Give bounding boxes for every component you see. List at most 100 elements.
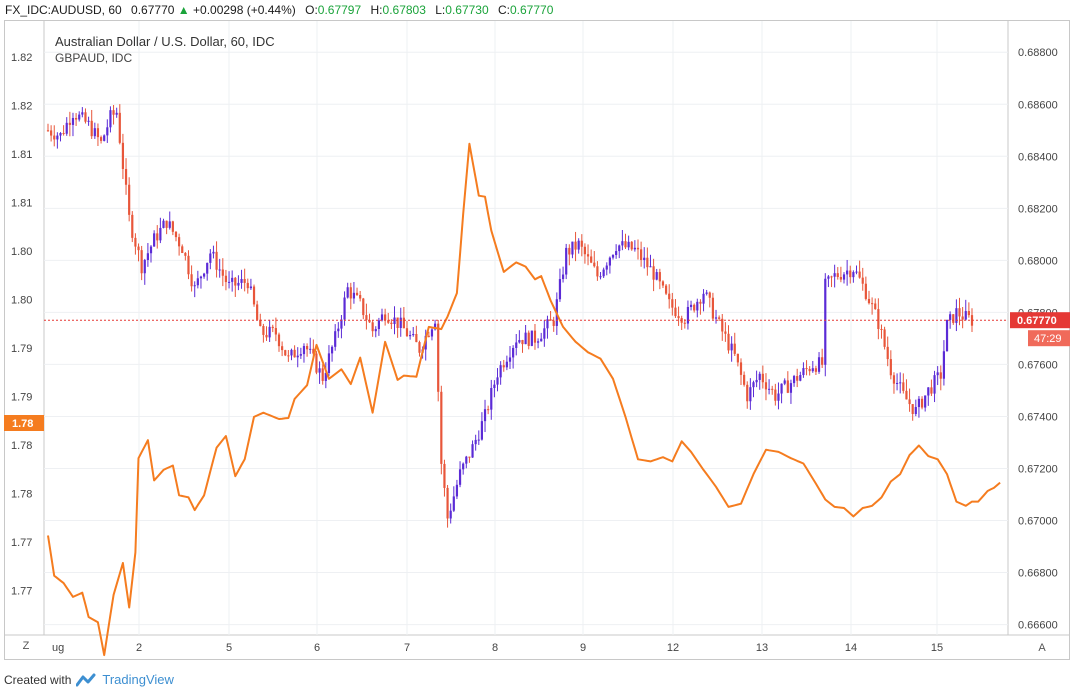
candle [159,217,162,244]
candle-body [730,343,733,351]
candle-body [243,278,246,283]
candle-body [767,388,771,390]
right-tick-label: 0.68400 [1018,151,1058,163]
candle [615,244,618,259]
tradingview-logo-icon [76,673,96,686]
candle-body [103,135,106,141]
candle [746,381,749,409]
candle [337,322,340,338]
candle-body [284,350,287,356]
candle [446,484,449,528]
candle-body [596,266,599,277]
candle-body [499,365,502,378]
candle [137,243,140,262]
symbol-label[interactable]: FX_IDC:AUDUSD, 60 [5,3,122,17]
candle [46,123,50,132]
time-tick-label: 13 [756,642,768,654]
candle [640,241,643,267]
candle-body [883,329,886,347]
candle [849,265,852,284]
candle [783,378,786,386]
time-tick-label: 9 [580,642,586,654]
candle [858,260,861,279]
candle-body [178,237,181,247]
candle [471,440,474,458]
candle [252,284,256,307]
candle [743,371,746,387]
candle-body [736,353,739,363]
candle [771,385,774,395]
candle-body [399,317,402,328]
candle [193,281,196,298]
candle-body [458,469,462,485]
candle-body [218,269,221,271]
price-chart[interactable]: 1.82 1.82 1.81 1.81 1.80 1.80 1.79 1.79 1.78 1.78… [0,0,1075,665]
time-tick-label: 7 [404,642,410,654]
candle [533,324,537,350]
candle-body [733,343,736,354]
candle-body [402,317,405,329]
candle [178,233,181,256]
candle [443,459,446,497]
candle-body [945,319,949,352]
candle-body [521,340,524,345]
high-value: 0.67803 [382,3,426,17]
candle [927,387,930,406]
candle-body [134,237,137,247]
left-tick-label: 1.78 [11,489,32,501]
candle-body [649,266,652,268]
candle-body [827,276,830,279]
candle [895,373,899,391]
candle [518,330,521,344]
candle [221,258,224,287]
tradingview-link[interactable]: TradingView [102,672,174,687]
candle-body [858,271,861,278]
candle [490,379,493,420]
candle [68,111,71,137]
zoom-button[interactable]: Z [22,640,30,652]
candle-body [546,319,549,329]
auto-scale-button[interactable]: A [1038,642,1046,654]
candle-body [924,395,927,408]
candle [231,270,234,292]
candle [409,330,412,340]
candle [755,370,758,388]
candle-body [153,233,156,247]
candle [296,347,299,368]
open-value: 0.67797 [317,3,362,17]
candle [908,388,911,412]
candle-body [936,372,939,376]
candle [240,269,243,289]
time-tick-label: 14 [845,642,857,654]
candle [693,303,696,313]
candle [705,289,708,296]
time-tick-label: 12 [667,642,679,654]
compare-marker-label: 1.78 [12,418,33,430]
candle-body [68,122,71,125]
high-label: H: [370,3,383,17]
candle [577,238,580,254]
candle [552,316,555,332]
price-label: 0.67770 [1017,315,1057,327]
candle-body [171,221,174,232]
candle [502,359,505,372]
candle [199,275,203,289]
candle [302,343,306,363]
candle [487,405,490,415]
candle [786,371,789,394]
candle-body [880,329,883,331]
candle-body [652,266,655,280]
candle-body [390,322,393,325]
candle [140,245,143,281]
candle-body [78,114,81,120]
candle-body [839,277,842,280]
change-value: +0.00298 (+0.44%) [193,3,296,17]
candle [920,396,924,410]
candle [824,273,827,377]
candle-body [739,362,743,375]
candle-body [131,214,134,238]
candle [608,256,611,274]
candle [402,306,405,329]
low-value: 0.67730 [445,3,489,17]
candle-body [312,348,315,354]
